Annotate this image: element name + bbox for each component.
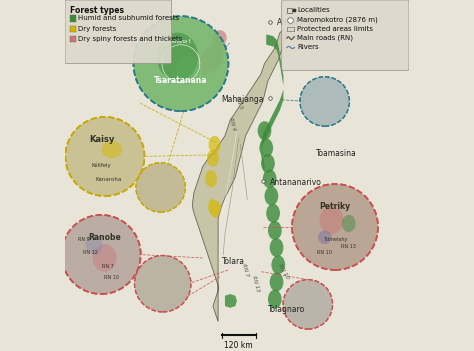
Text: Antananarivo: Antananarivo [270, 178, 321, 187]
Ellipse shape [205, 170, 217, 187]
Bar [70, 26, 76, 32]
Ellipse shape [213, 30, 227, 46]
Ellipse shape [259, 138, 273, 157]
Text: Dry spiny forests and thickets: Dry spiny forests and thickets [79, 36, 183, 42]
Ellipse shape [319, 206, 344, 234]
Text: Dry forests: Dry forests [79, 26, 117, 32]
Text: Toamasina: Toamasina [316, 148, 357, 158]
Text: RN 9: RN 9 [78, 237, 90, 242]
Text: RN 10: RN 10 [277, 263, 290, 280]
Ellipse shape [157, 33, 198, 81]
Text: Kélifely: Kélifely [91, 162, 111, 168]
Ellipse shape [270, 272, 283, 291]
Text: Kaisy: Kaisy [89, 135, 114, 144]
Ellipse shape [210, 46, 223, 61]
Ellipse shape [211, 37, 225, 52]
Ellipse shape [264, 187, 278, 205]
Polygon shape [225, 294, 237, 308]
Text: RN 4: RN 4 [228, 117, 236, 131]
Text: Maromokotro (2876 m): Maromokotro (2876 m) [297, 16, 378, 23]
Text: Antsiranana: Antsiranana [276, 18, 323, 27]
Ellipse shape [207, 150, 219, 167]
Ellipse shape [272, 255, 285, 274]
Ellipse shape [342, 215, 356, 232]
Text: RN 5: RN 5 [234, 96, 243, 110]
Text: Ranobe: Ranobe [88, 233, 121, 242]
Text: Mahajanga: Mahajanga [221, 95, 264, 104]
Text: RN 10: RN 10 [104, 274, 119, 279]
Circle shape [136, 163, 185, 212]
Circle shape [292, 184, 378, 270]
Text: Forest types: Forest types [70, 6, 124, 15]
Circle shape [283, 280, 333, 329]
Text: Tolara: Tolara [221, 257, 245, 266]
Text: Kanaroha: Kanaroha [95, 177, 121, 181]
Text: RN 32: RN 32 [83, 251, 98, 256]
Ellipse shape [261, 154, 275, 173]
Text: Tsaratanana: Tsaratanana [154, 76, 208, 85]
Ellipse shape [258, 121, 272, 140]
Text: RN 13: RN 13 [341, 244, 356, 249]
Polygon shape [261, 34, 283, 176]
Text: 120 km: 120 km [224, 342, 253, 351]
Ellipse shape [208, 54, 221, 69]
Ellipse shape [266, 204, 280, 223]
Ellipse shape [176, 57, 200, 84]
Text: Localities: Localities [297, 7, 330, 13]
Polygon shape [208, 198, 221, 218]
Circle shape [135, 256, 191, 312]
Text: Protected areas limits: Protected areas limits [297, 26, 373, 32]
Circle shape [65, 117, 145, 196]
Polygon shape [192, 29, 287, 322]
Polygon shape [199, 45, 223, 76]
Circle shape [300, 77, 349, 126]
Ellipse shape [268, 221, 282, 240]
Ellipse shape [270, 238, 283, 257]
Bar [70, 15, 76, 22]
Bar [287, 8, 292, 13]
Text: Humid and subhumid forests: Humid and subhumid forests [79, 15, 180, 21]
Text: Main roads (RN): Main roads (RN) [297, 35, 353, 41]
Circle shape [62, 215, 141, 294]
Text: Tolagnaro: Tolagnaro [268, 305, 305, 314]
Text: Rivers: Rivers [297, 45, 319, 51]
Ellipse shape [92, 244, 117, 272]
FancyBboxPatch shape [65, 0, 172, 64]
Ellipse shape [263, 170, 276, 188]
Bar [70, 36, 76, 42]
Circle shape [134, 16, 228, 111]
Ellipse shape [209, 136, 221, 153]
Text: Tsaratanana f.: Tsaratanana f. [157, 39, 191, 44]
Text: Tsimelahy: Tsimelahy [323, 237, 347, 242]
Text: RN 13: RN 13 [251, 275, 261, 292]
Text: RN 10: RN 10 [317, 251, 332, 256]
FancyBboxPatch shape [282, 0, 409, 71]
Text: RN 7: RN 7 [241, 263, 250, 277]
Text: RN 7: RN 7 [102, 264, 114, 269]
Ellipse shape [318, 230, 332, 244]
Text: Petriky: Petriky [319, 202, 351, 211]
Ellipse shape [101, 141, 122, 158]
Ellipse shape [268, 290, 282, 309]
Ellipse shape [86, 234, 103, 254]
